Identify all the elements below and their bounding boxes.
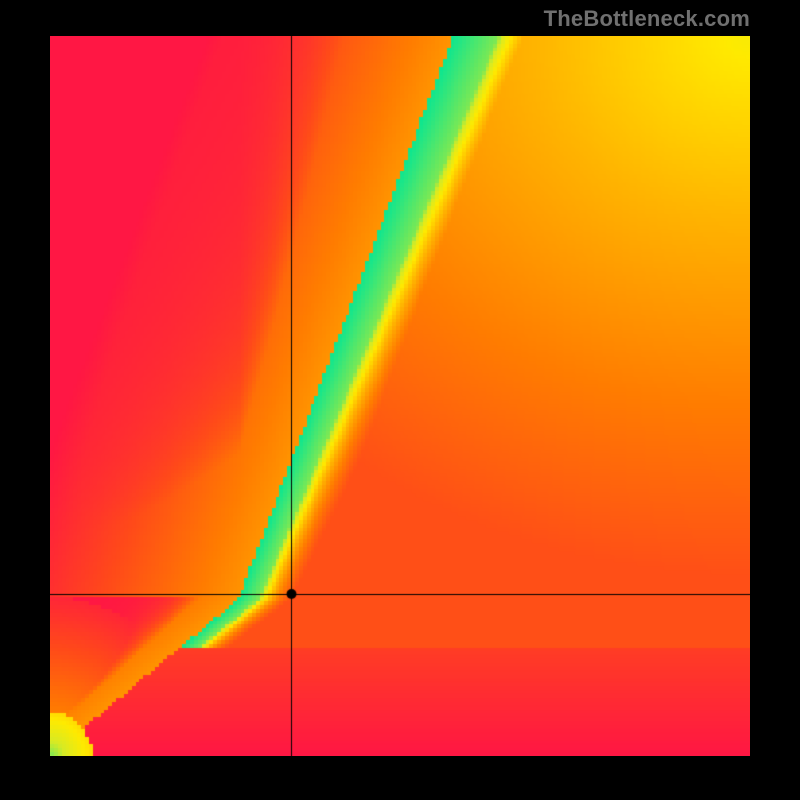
chart-container: { "watermark": { "text": "TheBottleneck.… [0,0,800,800]
plot-area [50,36,750,756]
heatmap-canvas [50,36,750,756]
watermark-text: TheBottleneck.com [544,6,750,32]
